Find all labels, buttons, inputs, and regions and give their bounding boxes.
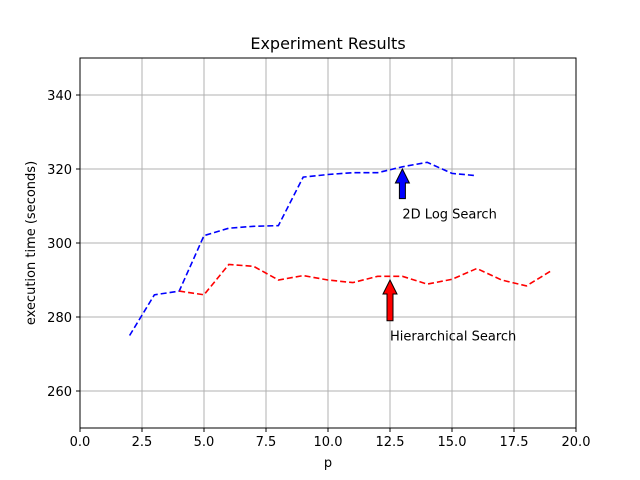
x-tick-label: 12.5 — [376, 435, 405, 450]
annotation-arrow-2 — [382, 278, 398, 322]
x-tick-label: 5.0 — [194, 435, 215, 450]
grid — [79, 58, 577, 428]
y-tick-label: 260 — [47, 385, 72, 400]
x-tick-label: 20.0 — [562, 435, 591, 450]
series-line-1 — [128, 161, 477, 336]
annotations: 2D Log Search Hierarchical Search — [382, 167, 516, 345]
chart-title: Experiment Results — [250, 34, 405, 53]
ticks: 0.0 2.5 5.0 7.5 10.0 12.5 15.0 17.5 20.0 260 280 30… — [47, 89, 590, 450]
y-tick-label: 320 — [47, 163, 72, 178]
x-tick-label: 10.0 — [314, 435, 343, 450]
y-tick-label: 340 — [47, 89, 72, 104]
x-tick-label: 15.0 — [438, 435, 467, 450]
x-axis-label: p — [324, 456, 332, 471]
y-tick-label: 300 — [47, 237, 72, 252]
series-line-2 — [179, 263, 552, 296]
y-tick-label: 280 — [47, 311, 72, 326]
x-tick-label: 7.5 — [256, 435, 277, 450]
annotation-label-1: 2D Log Search — [402, 207, 496, 222]
x-tick-label: 2.5 — [132, 435, 153, 450]
series-layer — [128, 161, 552, 336]
annotation-arrow-1 — [394, 167, 411, 200]
annotation-label-2: Hierarchical Search — [390, 330, 516, 345]
x-tick-label: 17.5 — [500, 435, 529, 450]
x-tick-label: 0.0 — [70, 435, 91, 450]
y-axis-label: execution time (seconds) — [24, 161, 39, 325]
